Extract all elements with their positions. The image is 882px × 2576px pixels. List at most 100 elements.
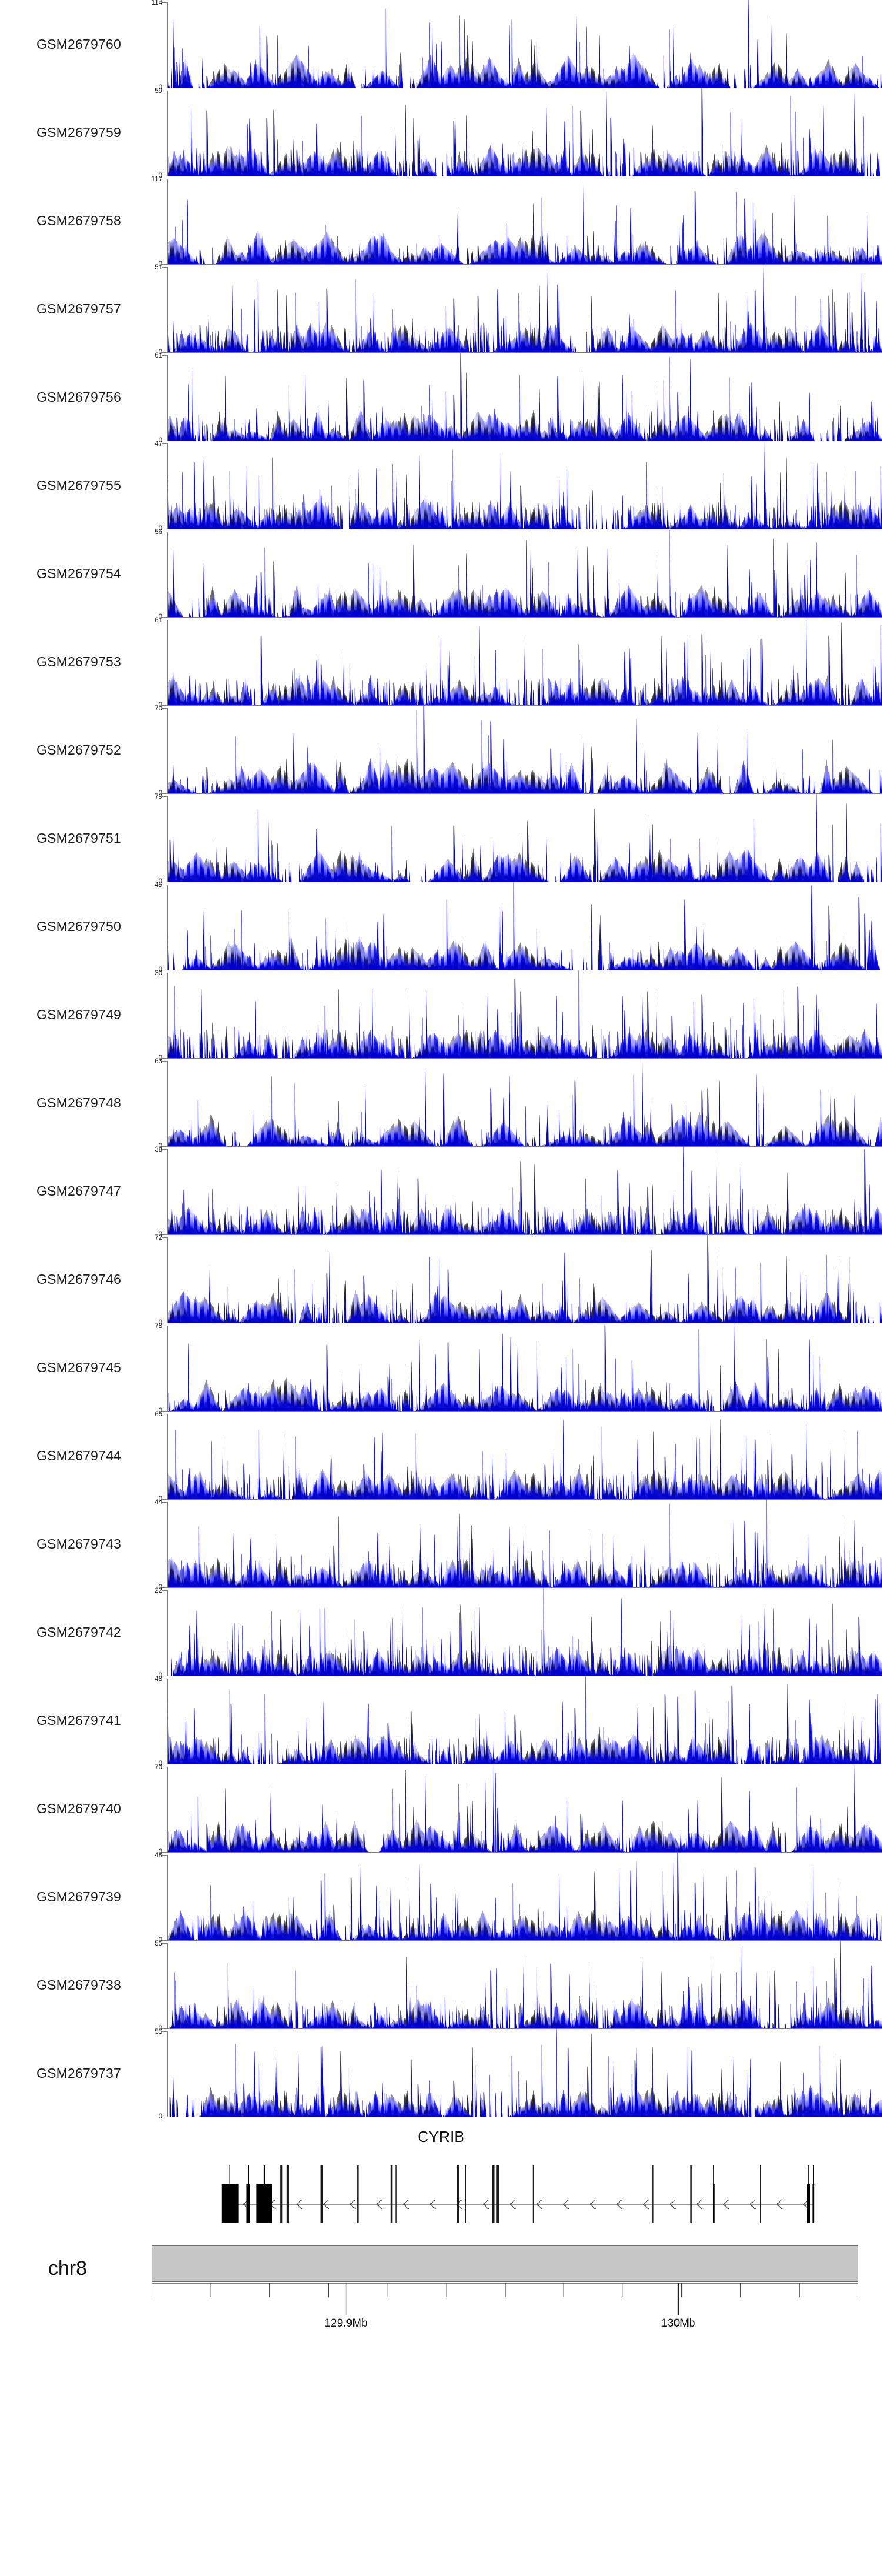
y-axis-min: 0 <box>158 348 162 356</box>
y-axis-tick-min <box>162 1851 168 1853</box>
y-axis-line <box>166 179 168 265</box>
y-axis-line <box>166 2 168 88</box>
y-axis-line <box>166 1590 168 1676</box>
track-label-cell: GSM2679738 <box>0 1941 144 2029</box>
track-label-cell: GSM2679753 <box>0 618 144 706</box>
y-axis-min: 0 <box>158 1054 162 1062</box>
y-axis-line <box>166 1855 168 1941</box>
coverage-tracks-container: GSM2679760 114 0 GSM2679759 59 0 GSM2679758 117… <box>0 0 882 2120</box>
y-axis-min: 0 <box>158 2024 162 2032</box>
coverage-track: GSM2679750 45 0 <box>0 882 882 973</box>
coverage-plot <box>168 441 882 529</box>
y-axis-min: 0 <box>158 84 162 91</box>
sample-label: GSM2679746 <box>36 1271 121 1287</box>
y-axis-tick-min <box>162 1146 168 1147</box>
y-axis-tick-max <box>162 2 168 4</box>
coverage-plot <box>168 618 882 706</box>
coverage-track: GSM2679753 61 0 <box>0 617 882 708</box>
track-y-axis: 55 0 <box>144 1940 168 2031</box>
y-axis-tick-max <box>162 443 168 445</box>
sample-label: GSM2679754 <box>36 565 121 581</box>
y-axis-line <box>166 973 168 1059</box>
sample-label: GSM2679737 <box>36 2065 121 2081</box>
y-axis-max: 61 <box>155 352 162 359</box>
y-axis-max: 38 <box>155 1146 162 1153</box>
y-axis-tick-min <box>162 263 168 265</box>
coverage-track: GSM2679741 48 0 <box>0 1676 882 1767</box>
ideogram-bar <box>152 2245 858 2282</box>
coverage-plot <box>168 1588 882 1676</box>
y-axis-min: 0 <box>158 436 162 444</box>
y-axis-min: 0 <box>158 1848 162 1856</box>
sample-label: GSM2679755 <box>36 477 121 493</box>
sample-label: GSM2679743 <box>36 1536 121 1551</box>
y-axis-tick-min <box>162 705 168 706</box>
coverage-plot <box>168 1676 882 1764</box>
sample-label: GSM2679752 <box>36 742 121 758</box>
coverage-plot <box>168 1853 882 1941</box>
y-axis-max: 48 <box>155 1852 162 1859</box>
coverage-plot <box>168 794 882 882</box>
track-label-cell: GSM2679760 <box>0 0 144 88</box>
sample-label: GSM2679750 <box>36 918 121 934</box>
y-axis-min: 0 <box>158 1407 162 1414</box>
y-axis-tick-min <box>162 1057 168 1059</box>
y-axis-tick-max <box>162 796 168 798</box>
y-axis-tick-min <box>162 352 168 353</box>
coverage-plot <box>168 88 882 176</box>
axis-tick-label: 130Mb <box>661 2317 696 2330</box>
track-y-axis: 38 0 <box>144 1146 168 1237</box>
y-axis-min: 0 <box>158 1936 162 1944</box>
coverage-track: GSM2679744 65 0 <box>0 1411 882 1502</box>
track-baseline <box>168 1410 882 1412</box>
coverage-track: GSM2679759 59 0 <box>0 88 882 179</box>
coverage-track: GSM2679757 51 0 <box>0 264 882 356</box>
track-y-axis: 48 0 <box>144 1676 168 1767</box>
track-label-cell: GSM2679758 <box>0 176 144 265</box>
track-label-cell: GSM2679750 <box>0 882 144 970</box>
y-axis-max: 72 <box>155 1234 162 1242</box>
y-axis-line <box>166 91 168 176</box>
coverage-plot <box>168 2029 882 2117</box>
coverage-plot <box>168 970 882 1059</box>
coverage-track: GSM2679749 30 0 <box>0 970 882 1062</box>
y-axis-tick-max <box>162 1237 168 1239</box>
track-y-axis: 61 0 <box>144 617 168 708</box>
y-axis-tick-max <box>162 2031 168 2033</box>
y-axis-line <box>166 1414 168 1500</box>
coverage-track: GSM2679745 78 0 <box>0 1323 882 1414</box>
track-y-axis: 65 0 <box>144 1411 168 1502</box>
track-label-cell: GSM2679739 <box>0 1853 144 1941</box>
sample-label: GSM2679749 <box>36 1006 121 1022</box>
coverage-track: GSM2679739 48 0 <box>0 1852 882 1944</box>
coverage-track: GSM2679746 72 0 <box>0 1234 882 1326</box>
y-axis-min: 0 <box>158 1583 162 1591</box>
track-baseline <box>168 263 882 265</box>
coverage-plot <box>168 265 882 353</box>
y-axis-tick-min <box>162 1587 168 1588</box>
y-axis-min: 0 <box>158 1671 162 1679</box>
y-axis-max: 48 <box>155 1676 162 1683</box>
y-axis-min: 0 <box>158 2113 162 2120</box>
track-label-cell: GSM2679744 <box>0 1412 144 1500</box>
y-axis-max: 44 <box>155 1499 162 1506</box>
track-label-cell: GSM2679749 <box>0 970 144 1059</box>
track-label-cell: GSM2679754 <box>0 529 144 618</box>
y-axis-line <box>166 885 168 970</box>
track-baseline <box>168 705 882 706</box>
y-axis-tick-max <box>162 1855 168 1856</box>
y-axis-min: 0 <box>158 1760 162 1767</box>
track-label-cell: GSM2679745 <box>0 1323 144 1412</box>
track-baseline <box>168 1587 882 1588</box>
sample-label: GSM2679739 <box>36 1888 121 1904</box>
y-axis-line <box>166 2031 168 2117</box>
y-axis-line <box>166 1679 168 1764</box>
coverage-plot <box>168 1500 882 1588</box>
track-y-axis: 44 0 <box>144 1499 168 1591</box>
coverage-track: GSM2679737 55 0 <box>0 2028 882 2120</box>
coverage-track: GSM2679742 22 0 <box>0 1587 882 1679</box>
track-label-cell: GSM2679751 <box>0 794 144 882</box>
sample-label: GSM2679741 <box>36 1712 121 1728</box>
coverage-plot <box>168 529 882 618</box>
